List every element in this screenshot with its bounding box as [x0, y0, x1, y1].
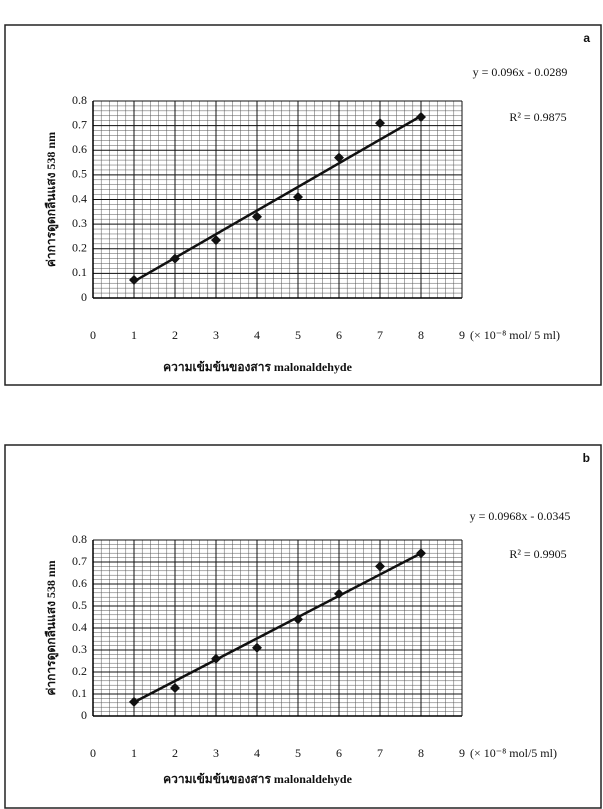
x-unit: (× 10⁻⁸ mol/5 ml)	[470, 746, 557, 760]
x-axis-title: ความเข้มข้นของสาร malonaldehyde	[163, 772, 352, 786]
page: 0 0.1 0.2 0.3 0.4 0.5 0.6 0.7 0.8 0 1 2 3 4 5 6 7 8 9 a y = …	[0, 0, 603, 809]
x-tick-label: 0	[90, 328, 96, 342]
x-unit: (× 10⁻⁸ mol/ 5 ml)	[470, 328, 560, 342]
y-tick-label: 0	[81, 708, 87, 722]
x-tick-label: 8	[418, 328, 424, 342]
x-tick-label: 9	[459, 746, 465, 760]
r-squared: R² = 0.9905	[509, 547, 566, 561]
x-tick-label: 8	[418, 746, 424, 760]
y-tick-label: 0.8	[72, 93, 87, 107]
x-tick-label: 9	[459, 328, 465, 342]
x-tick-label: 1	[131, 746, 137, 760]
y-tick-label: 0.7	[72, 554, 87, 568]
y-tick-label: 0.3	[72, 216, 87, 230]
x-tick-label: 7	[377, 746, 383, 760]
y-tick-label: 0.6	[72, 142, 87, 156]
x-tick-label: 2	[172, 746, 178, 760]
y-tick-label: 0.1	[72, 686, 87, 700]
y-tick-label: 0.5	[72, 167, 87, 181]
x-tick-label: 3	[213, 328, 219, 342]
y-tick-label: 0.2	[72, 664, 87, 678]
y-tick-label: 0.4	[72, 620, 87, 634]
y-tick-label: 0.1	[72, 265, 87, 279]
y-axis-title: ค่าการดูดกลืนแสง 538 nm	[44, 560, 59, 695]
x-tick-label: 5	[295, 746, 301, 760]
y-tick-label: 0.7	[72, 117, 87, 131]
y-tick-label: 0.4	[72, 191, 87, 205]
y-tick-label: 0.2	[72, 241, 87, 255]
y-tick-label: 0	[81, 290, 87, 304]
r-squared: R² = 0.9875	[509, 110, 566, 124]
x-tick-label: 6	[336, 746, 342, 760]
x-tick-label: 0	[90, 746, 96, 760]
equation: y = 0.096x - 0.0289	[473, 65, 568, 79]
y-tick-label: 0.8	[72, 532, 87, 546]
y-axis-title: ค่าการดูดกลืนแสง 538 nm	[44, 132, 59, 267]
x-axis-title: ความเข้มข้นของสาร malonaldehyde	[163, 360, 352, 374]
x-tick-label: 6	[336, 328, 342, 342]
x-tick-label: 3	[213, 746, 219, 760]
equation: y = 0.0968x - 0.0345	[470, 509, 571, 523]
y-tick-label: 0.6	[72, 576, 87, 590]
x-tick-label: 5	[295, 328, 301, 342]
x-tick-label: 2	[172, 328, 178, 342]
panel-label: a	[583, 31, 590, 45]
x-tick-label: 4	[254, 746, 260, 760]
x-tick-label: 7	[377, 328, 383, 342]
panel-label: b	[583, 451, 590, 465]
x-tick-label: 4	[254, 328, 260, 342]
x-tick-label: 1	[131, 328, 137, 342]
y-tick-label: 0.3	[72, 642, 87, 656]
y-tick-label: 0.5	[72, 598, 87, 612]
